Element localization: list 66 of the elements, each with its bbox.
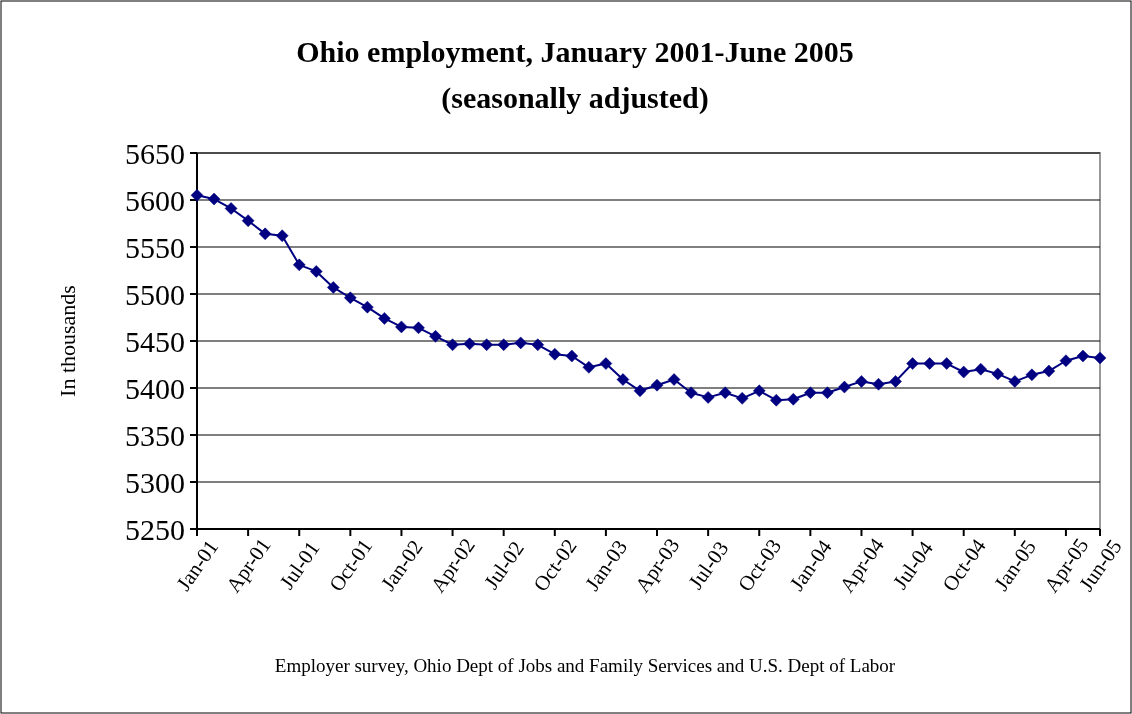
- y-tick-label: 5550: [125, 230, 185, 264]
- point: [1093, 351, 1107, 365]
- point: [548, 347, 562, 361]
- point: [872, 377, 885, 391]
- point: [1025, 368, 1039, 382]
- y-tick-label: 5500: [125, 277, 185, 311]
- point: [770, 393, 783, 407]
- point: [1008, 375, 1022, 388]
- point: [224, 202, 238, 215]
- point: [735, 392, 749, 405]
- point: [395, 320, 408, 334]
- point: [599, 357, 613, 370]
- point: [412, 321, 425, 335]
- y-axis-title: In thousands: [55, 285, 80, 397]
- point: [821, 386, 834, 399]
- point: [292, 258, 306, 272]
- point: [889, 375, 902, 388]
- text: Employer survey, Ohio Dept of Jobs and Family Services and U.S. Dept of Labor: [274, 655, 896, 676]
- y-tick-label: 5650: [125, 136, 185, 170]
- point: [940, 357, 953, 370]
- point: [531, 338, 544, 352]
- point: [514, 336, 527, 350]
- point: [684, 386, 698, 399]
- point: [1076, 349, 1090, 363]
- chart-subtitle: (seasonally adjusted): [441, 81, 709, 115]
- point: [582, 361, 596, 374]
- y-tick-label: 5350: [125, 418, 185, 452]
- point: [310, 265, 323, 278]
- point: [633, 384, 647, 398]
- y-tick-label: 5400: [125, 371, 185, 405]
- point: [1042, 364, 1056, 378]
- point: [207, 192, 221, 206]
- point: [446, 338, 459, 352]
- y-tick-label: 5250: [125, 512, 185, 546]
- point: [497, 338, 510, 352]
- point: [275, 229, 289, 242]
- point: [616, 373, 630, 386]
- point: [429, 330, 442, 343]
- point: [650, 378, 664, 392]
- point: [378, 312, 391, 325]
- point: [344, 291, 357, 305]
- point: [804, 386, 817, 399]
- y-tick-label: 5300: [125, 465, 185, 499]
- point: [787, 393, 800, 406]
- point: [241, 214, 255, 227]
- point: [361, 300, 374, 314]
- y-tick-label: 5600: [125, 183, 185, 217]
- y-tick-label: 5450: [125, 324, 185, 358]
- chart-title: Ohio employment, January 2001-June 2005: [296, 35, 854, 68]
- point: [1059, 354, 1073, 367]
- point: [991, 367, 1005, 381]
- point: [906, 357, 919, 370]
- point: [753, 384, 766, 398]
- point: [667, 373, 681, 386]
- point: [327, 281, 340, 294]
- point: [974, 362, 987, 376]
- point: [258, 227, 272, 241]
- point: [463, 337, 476, 351]
- point: [565, 349, 579, 363]
- point: [718, 386, 732, 399]
- point: [957, 365, 970, 379]
- point: [480, 338, 493, 352]
- point: [855, 375, 868, 388]
- point: [838, 380, 851, 394]
- point: [923, 357, 936, 370]
- point: [701, 391, 715, 404]
